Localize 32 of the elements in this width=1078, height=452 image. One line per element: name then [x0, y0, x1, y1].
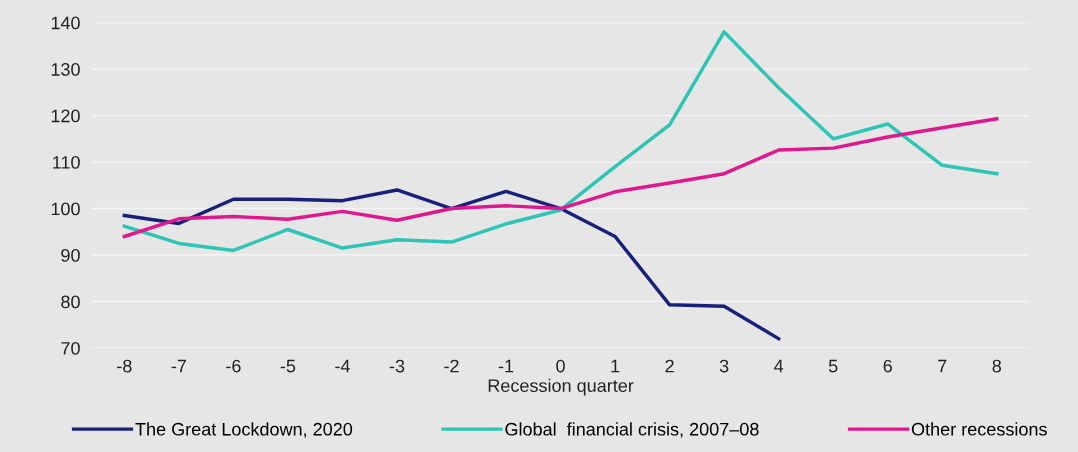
- x-tick-label: 2: [665, 359, 674, 373]
- x-tick-label: -7: [171, 359, 186, 373]
- line-series: [122, 30, 999, 253]
- x-tick-label: -4: [335, 359, 350, 373]
- x-tick-label: -3: [389, 359, 405, 373]
- x-tick-label: -2: [444, 359, 459, 373]
- y-tick-label: 100: [51, 202, 80, 216]
- y-tick-label: 120: [51, 109, 80, 123]
- y-tick-label: 90: [61, 248, 80, 262]
- legend-label: The Great Lockdown, 2020: [135, 422, 353, 438]
- x-axis-title: Recession quarter: [488, 378, 634, 396]
- y-tick-label: 110: [53, 156, 80, 169]
- x-tick-label: 7: [938, 359, 947, 373]
- legend-label: Global financial crisis, 2007–08: [505, 422, 759, 438]
- x-tick-label: 8: [992, 359, 1002, 373]
- y-tick-label: 80: [61, 295, 80, 309]
- x-tick-label: 5: [828, 359, 838, 373]
- y-tick-label: 130: [51, 63, 80, 76]
- line-series: [122, 117, 999, 239]
- y-tick-label: 70: [61, 341, 80, 355]
- x-tick-label: -1: [498, 359, 514, 373]
- x-tick-label: 4: [774, 359, 784, 373]
- x-tick-label: 1: [611, 359, 620, 373]
- legend-label: Other recessions: [911, 422, 1047, 436]
- x-tick-label: 3: [719, 359, 729, 373]
- line-series: [122, 188, 781, 341]
- x-tick-label: -8: [117, 359, 132, 373]
- x-tick-label: -5: [280, 359, 296, 373]
- x-tick-label: 6: [883, 359, 892, 373]
- x-tick-label: 0: [556, 359, 565, 373]
- x-tick-label: -6: [226, 359, 241, 373]
- y-tick-label: 140: [51, 16, 80, 30]
